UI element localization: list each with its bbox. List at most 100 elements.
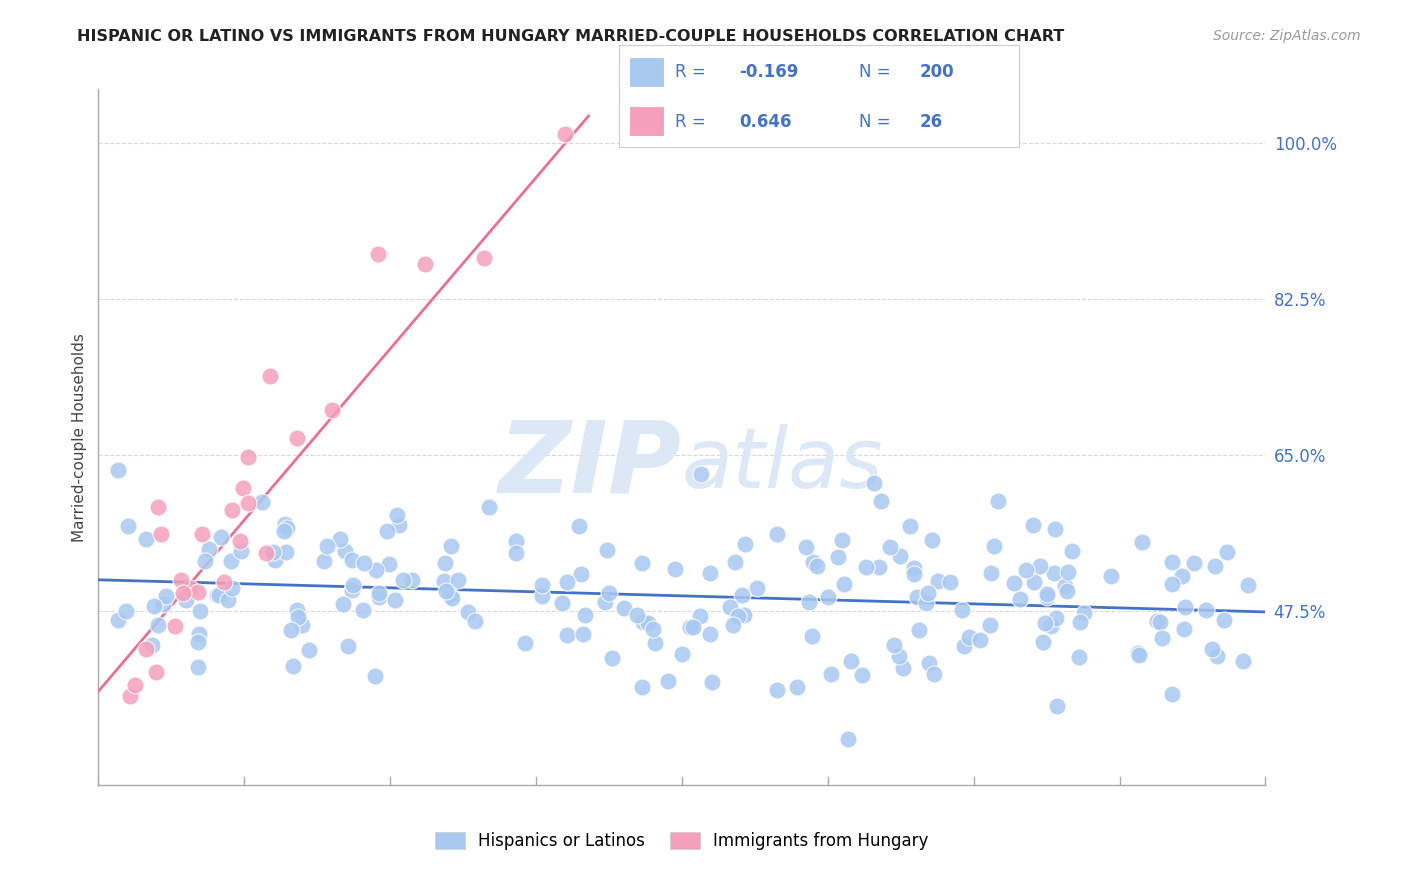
Point: [969, 632, 991, 647]
Point: [1213, 613, 1236, 627]
Point: [274, 516, 297, 531]
Point: [699, 566, 721, 580]
Point: [143, 599, 166, 613]
Point: [1039, 618, 1062, 632]
Point: [794, 540, 817, 554]
Point: [555, 628, 578, 642]
Point: [212, 574, 235, 589]
Point: [903, 561, 925, 575]
Point: [953, 640, 976, 654]
Point: [898, 519, 921, 533]
Point: [555, 575, 578, 590]
Point: [631, 556, 654, 570]
Point: [107, 614, 129, 628]
Point: [1024, 575, 1046, 590]
Point: [205, 588, 228, 602]
Point: [198, 541, 221, 556]
Point: [152, 597, 174, 611]
Point: [887, 649, 910, 664]
Text: N =: N =: [859, 63, 896, 81]
Point: [682, 620, 704, 634]
Point: [841, 654, 863, 668]
Point: [903, 566, 925, 581]
Point: [440, 591, 463, 606]
Point: [478, 500, 501, 514]
Point: [221, 502, 243, 516]
Point: [135, 532, 157, 546]
Point: [221, 581, 243, 595]
Point: [107, 463, 129, 477]
Point: [364, 668, 387, 682]
Point: [551, 596, 574, 610]
Point: [1216, 545, 1239, 559]
Point: [568, 519, 591, 533]
Point: [664, 562, 686, 576]
Point: [927, 574, 949, 588]
Point: [1232, 655, 1254, 669]
Point: [766, 682, 789, 697]
Point: [820, 667, 842, 681]
Point: [1099, 568, 1122, 582]
Point: [530, 590, 553, 604]
Point: [980, 566, 1002, 580]
Point: [190, 604, 212, 618]
Point: [229, 533, 252, 548]
Point: [280, 623, 302, 637]
Point: [115, 604, 138, 618]
Point: [626, 608, 648, 623]
Point: [721, 617, 744, 632]
Point: [855, 560, 877, 574]
Point: [637, 615, 659, 630]
Text: R =: R =: [675, 112, 711, 130]
Point: [273, 524, 295, 538]
Point: [766, 526, 789, 541]
Point: [921, 533, 943, 547]
Text: -0.169: -0.169: [740, 63, 799, 81]
Point: [1160, 577, 1182, 591]
Point: [385, 508, 408, 522]
Text: atlas: atlas: [682, 425, 883, 506]
Point: [1206, 649, 1229, 664]
Point: [699, 627, 721, 641]
Point: [392, 573, 415, 587]
Point: [1073, 606, 1095, 620]
Point: [316, 539, 339, 553]
Point: [1032, 635, 1054, 649]
Point: [172, 586, 194, 600]
Point: [287, 610, 309, 624]
Point: [863, 475, 886, 490]
Point: [353, 602, 375, 616]
Point: [644, 636, 666, 650]
Point: [679, 620, 702, 634]
Point: [569, 566, 592, 581]
Point: [259, 369, 281, 384]
Point: [600, 651, 623, 665]
Point: [1046, 699, 1069, 714]
Point: [1043, 566, 1066, 580]
Point: [733, 607, 755, 622]
Point: [797, 594, 820, 608]
Text: N =: N =: [859, 112, 896, 130]
Text: 200: 200: [920, 63, 953, 81]
Point: [554, 127, 576, 141]
Point: [1182, 556, 1205, 570]
Point: [1174, 599, 1197, 614]
Point: [879, 540, 901, 554]
Point: [375, 524, 398, 538]
Point: [232, 481, 254, 495]
Point: [155, 589, 177, 603]
Point: [298, 643, 321, 657]
Point: [439, 588, 461, 602]
Legend: Hispanics or Latinos, Immigrants from Hungary: Hispanics or Latinos, Immigrants from Hu…: [429, 825, 935, 856]
Point: [229, 544, 252, 558]
Point: [1067, 650, 1090, 665]
Point: [1204, 558, 1226, 573]
Point: [1128, 648, 1150, 662]
Point: [1173, 623, 1195, 637]
Point: [882, 638, 904, 652]
Point: [342, 578, 364, 592]
Point: [1237, 578, 1260, 592]
Point: [217, 593, 239, 607]
Point: [939, 575, 962, 590]
Point: [388, 517, 411, 532]
